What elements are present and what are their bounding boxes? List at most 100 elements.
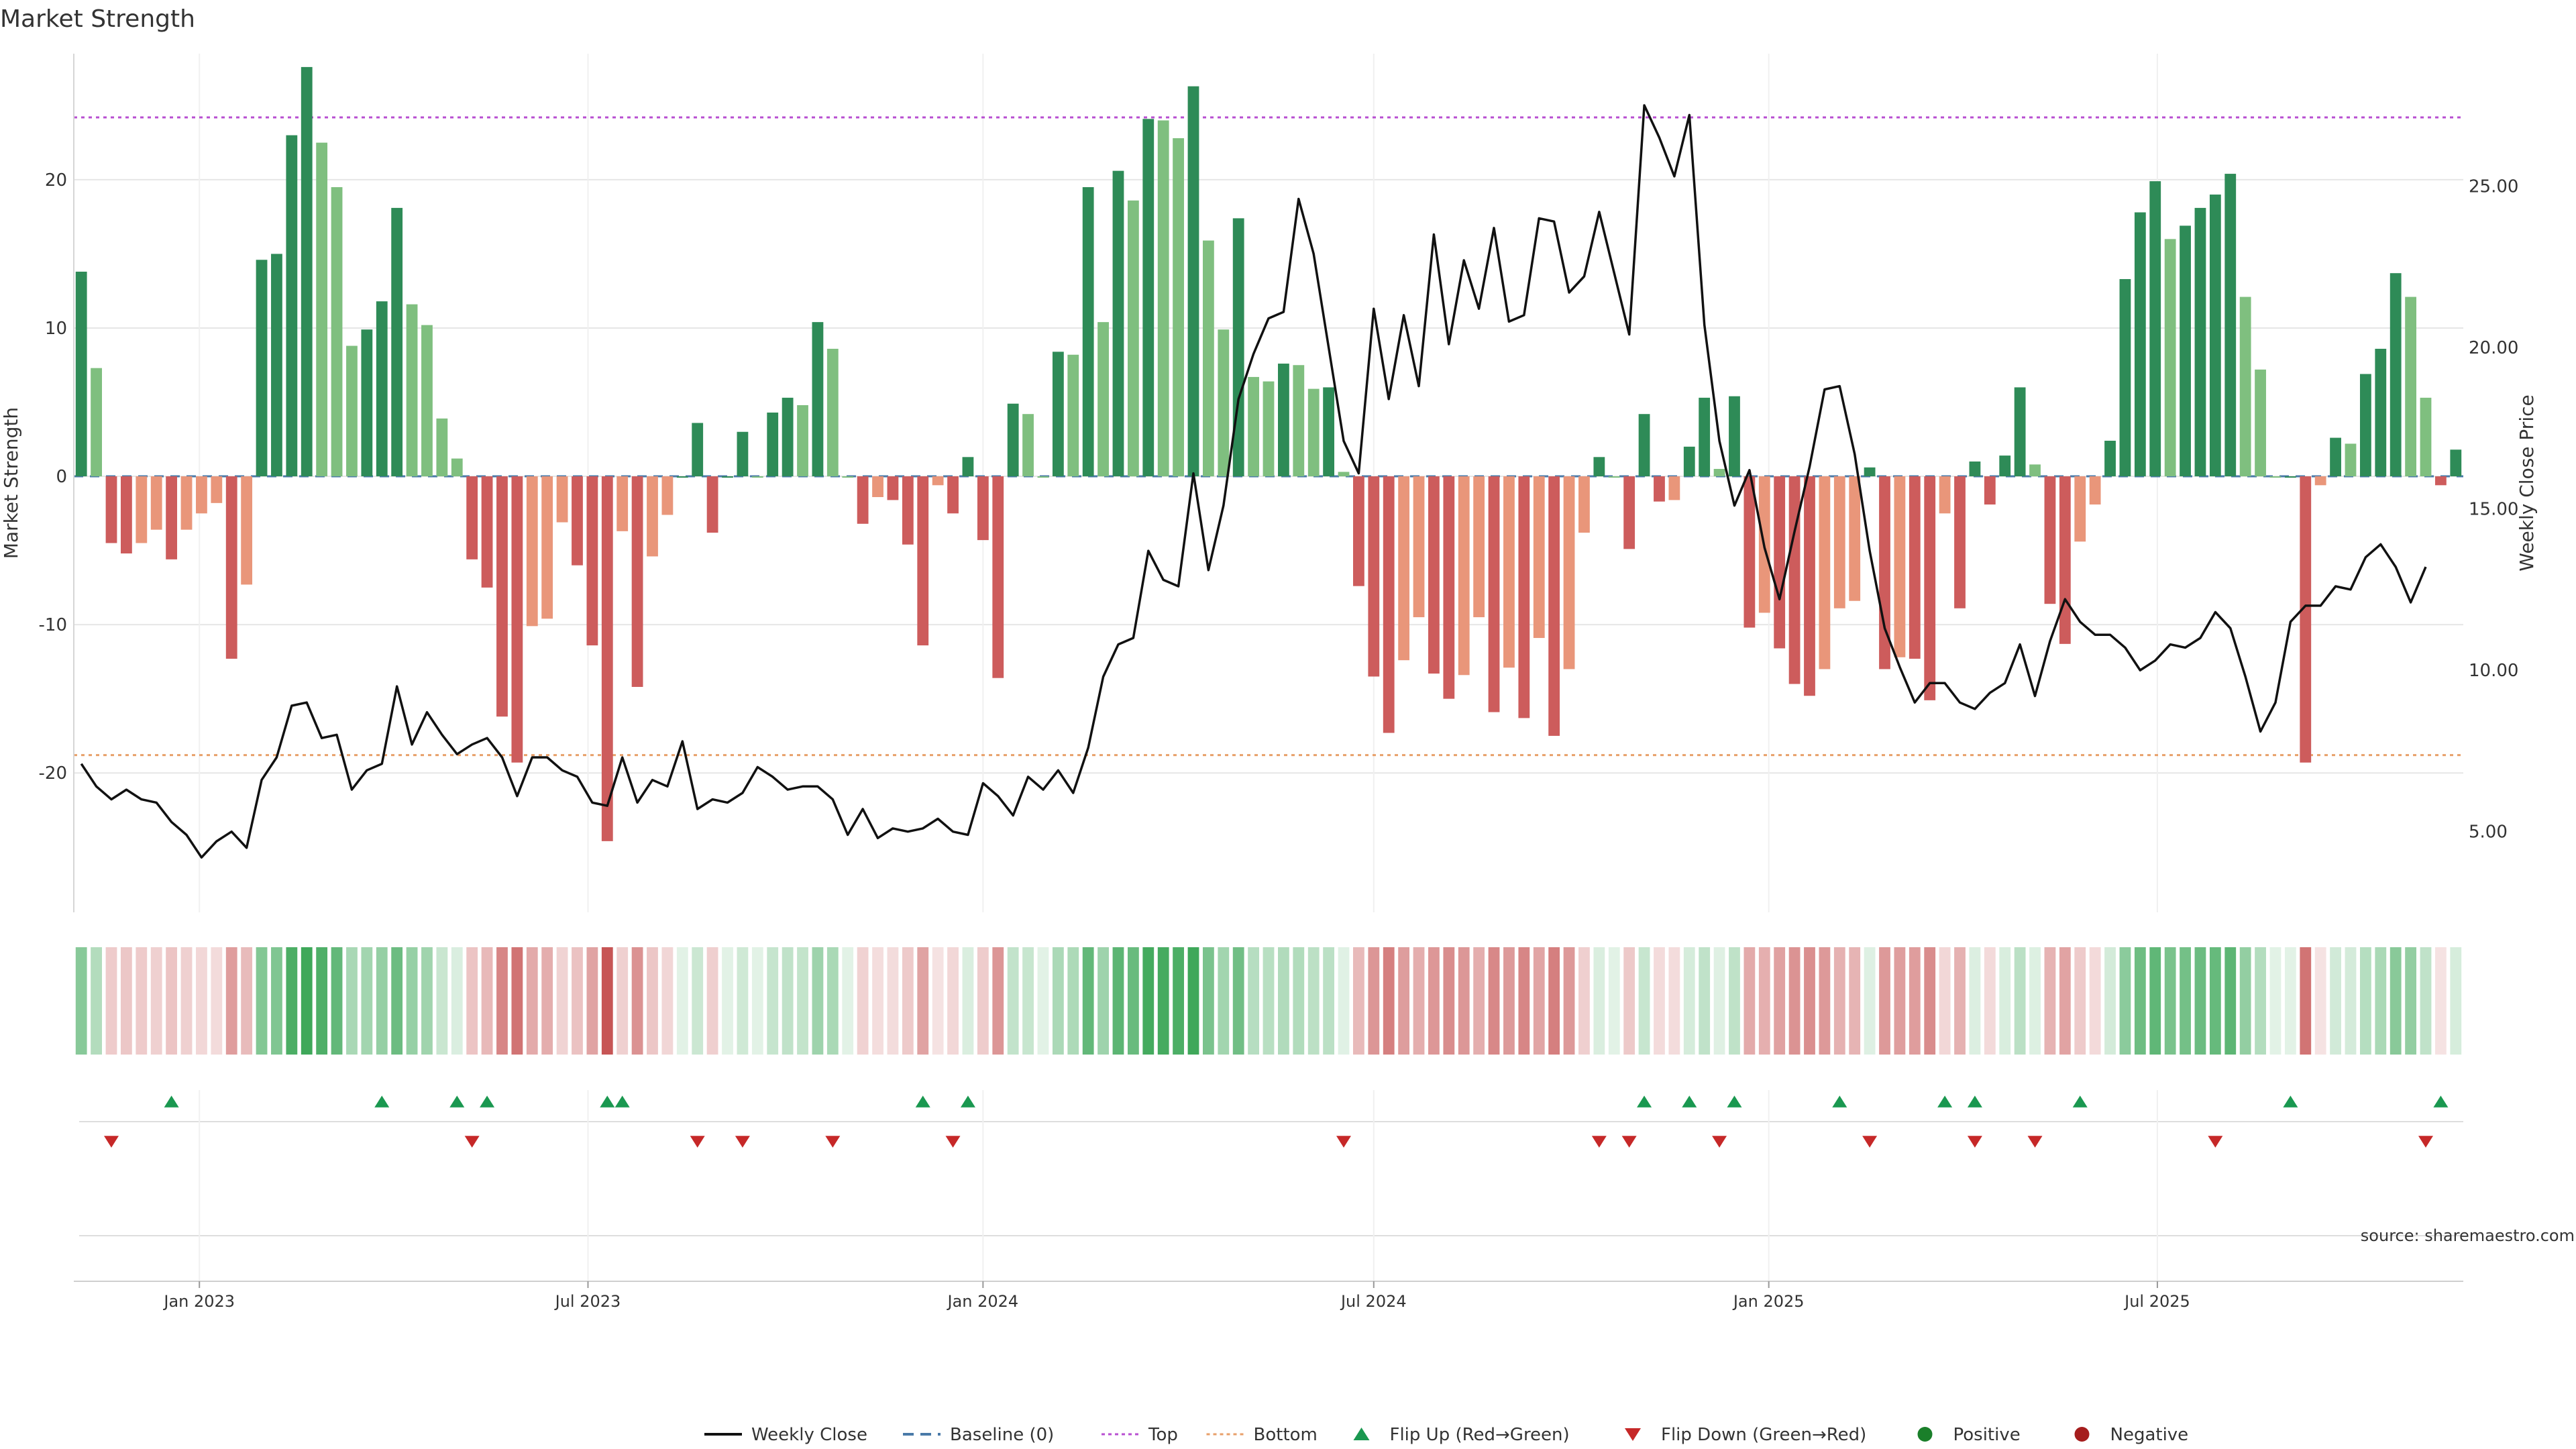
strength-bar: [962, 457, 974, 477]
strength-bar: [2284, 476, 2296, 478]
heat-cell: [947, 947, 959, 1055]
strength-bar: [1819, 476, 1831, 669]
flip-down-marker: [1712, 1136, 1727, 1148]
heat-cell: [1894, 947, 1906, 1055]
y-left-tick-label: 0: [56, 467, 67, 487]
heat-cell: [2209, 947, 2221, 1055]
heat-cell: [631, 947, 643, 1055]
strength-bar: [1743, 476, 1756, 628]
strength-bar: [1984, 476, 1996, 505]
weekly-close-series: [80, 104, 2427, 859]
strength-bar: [1518, 476, 1530, 718]
strength-bar: [105, 476, 117, 543]
x-axis: Jan 2023 Jul 2023 Jan 2024 Jul 2024 Jan 2025…: [74, 1281, 2463, 1311]
strength-bar: [782, 397, 794, 477]
heat-cell: [2390, 947, 2402, 1055]
heat-cell: [1112, 947, 1124, 1055]
heat-cell: [1383, 947, 1395, 1055]
strength-bar: [2059, 476, 2071, 644]
flip-up-marker: [1682, 1095, 1697, 1108]
flip-down-marker: [2208, 1136, 2223, 1148]
x-tick-label: Jul 2025: [2123, 1292, 2190, 1311]
legend-label: Weekly Close: [751, 1425, 867, 1445]
strength-bar: [436, 418, 448, 477]
heat-cell: [451, 947, 463, 1055]
y-left-tick-label: -10: [39, 615, 67, 635]
strength-bar: [2044, 476, 2056, 604]
strength-bar: [2300, 476, 2312, 763]
heat-cell: [1007, 947, 1019, 1055]
strength-bar: [2149, 181, 2161, 477]
heat-cell: [1608, 947, 1620, 1055]
heat-cell: [872, 947, 883, 1055]
heat-cell: [1939, 947, 1951, 1055]
heat-cell: [496, 947, 508, 1055]
strength-bar: [1638, 414, 1650, 477]
strength-bar: [1894, 476, 1906, 657]
strength-bar: [1788, 476, 1801, 684]
strength-bar: [1833, 476, 1845, 608]
strength-bar: [2209, 195, 2221, 477]
heat-cell: [2059, 947, 2071, 1055]
strength-bar: [1007, 403, 1019, 477]
legend-label: Flip Up (Red→Green): [1390, 1425, 1570, 1445]
legend-item: Baseline (0): [903, 1425, 1054, 1445]
heat-cell: [661, 947, 674, 1055]
heat-cell: [1819, 947, 1831, 1055]
strength-bar: [947, 476, 959, 514]
heat-cell: [391, 947, 403, 1055]
strength-bar: [451, 458, 463, 477]
strength-bar: [1713, 468, 1725, 477]
strength-bar: [1503, 476, 1515, 668]
strength-bar: [616, 476, 629, 531]
flip-down-marker: [1862, 1136, 1878, 1148]
heat-cell: [2074, 947, 2086, 1055]
weekly-close-line: [80, 104, 2427, 859]
y-right-tick-label: 25.00: [2469, 176, 2518, 197]
strength-bar: [1368, 476, 1380, 677]
source-note: source: sharemaestro.com: [2361, 1226, 2575, 1245]
strength-bar: [2089, 476, 2101, 505]
heat-cell: [2164, 947, 2176, 1055]
strength-bar: [1082, 186, 1094, 477]
strength-bar: [2194, 207, 2206, 477]
heat-cell: [2044, 947, 2056, 1055]
legend-item: Flip Up (Red→Green): [1353, 1425, 1570, 1445]
heat-cell: [1774, 947, 1786, 1055]
strength-bar: [121, 476, 132, 554]
heat-cell: [1353, 947, 1364, 1055]
strength-bar: [166, 476, 178, 559]
legend-label: Bottom: [1254, 1425, 1318, 1445]
heat-cell: [376, 947, 388, 1055]
heat-cell: [2255, 947, 2266, 1055]
strength-bar: [826, 348, 839, 477]
legend-label: Negative: [2110, 1425, 2189, 1445]
heat-cell: [1127, 947, 1139, 1055]
heat-cell: [1533, 947, 1545, 1055]
strength-bar: [751, 476, 763, 478]
heat-cell: [526, 947, 538, 1055]
strength-bar: [887, 476, 899, 500]
strength-bar: [1443, 476, 1455, 699]
heat-cell: [647, 947, 658, 1055]
heat-cell: [211, 947, 223, 1055]
heat-cell: [2359, 947, 2371, 1055]
strength-bar: [2224, 174, 2237, 477]
strength-bar: [1533, 476, 1545, 639]
heat-cell: [1654, 947, 1665, 1055]
heat-cell: [1037, 947, 1049, 1055]
heat-cell: [2375, 947, 2387, 1055]
legend: Weekly Close Baseline (0) Top Bottom Flip Up…: [704, 1425, 2188, 1445]
strength-bar: [1263, 381, 1275, 477]
heat-cell: [2345, 947, 2357, 1055]
heat-cell: [150, 947, 162, 1055]
heat-cell: [1984, 947, 1996, 1055]
strength-bar: [406, 304, 418, 477]
flip-up-marker: [1637, 1095, 1652, 1108]
heat-cell: [556, 947, 568, 1055]
x-tick-label: Jan 2024: [947, 1292, 1019, 1311]
heat-cell: [1458, 947, 1470, 1055]
heat-cell: [1142, 947, 1155, 1055]
strength-bar: [2029, 464, 2041, 477]
strength-bar: [917, 476, 929, 646]
